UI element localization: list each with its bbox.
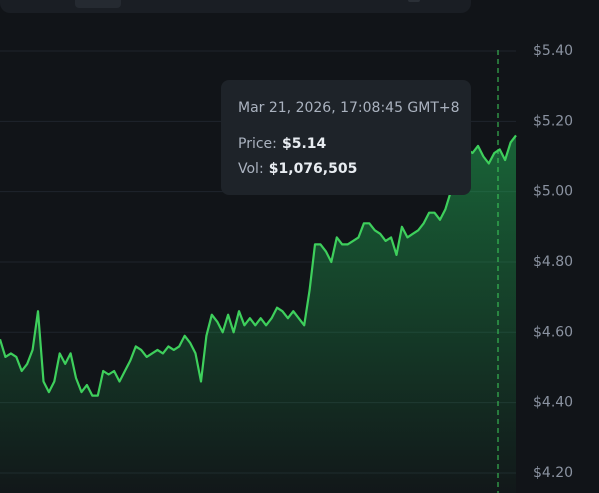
y-tick-label: $4.40	[533, 395, 573, 411]
y-tick-label: $5.00	[533, 184, 573, 200]
price-line	[0, 134, 517, 397]
area	[0, 135, 516, 493]
y-tick-label: $5.40	[533, 43, 573, 59]
tooltip-price-label: Price:	[238, 136, 277, 152]
top-bar-icon[interactable]	[408, 0, 420, 2]
y-tick-label: $4.80	[533, 254, 573, 270]
y-tick-label: $4.20	[533, 465, 573, 481]
tooltip-vol: Vol: $1,076,505	[238, 159, 357, 178]
y-tick-label: $4.60	[533, 324, 573, 340]
tooltip: Mar 21, 2026, 17:08:45 GMT+8 Price: $5.1…	[221, 80, 471, 195]
tooltip-vol-label: Vol:	[238, 161, 264, 177]
y-tick-label: $5.20	[533, 113, 573, 129]
tooltip-time: Mar 21, 2026, 17:08:45 GMT+8	[238, 100, 460, 116]
tooltip-box	[221, 80, 471, 195]
tooltip-price: Price: $5.14	[238, 134, 327, 153]
plot	[0, 134, 517, 493]
tooltip-price-value: $5.14	[282, 136, 327, 152]
top-bar-button[interactable]	[75, 0, 121, 8]
top-bar[interactable]	[0, 0, 471, 13]
tooltip-vol-value: $1,076,505	[269, 161, 358, 177]
